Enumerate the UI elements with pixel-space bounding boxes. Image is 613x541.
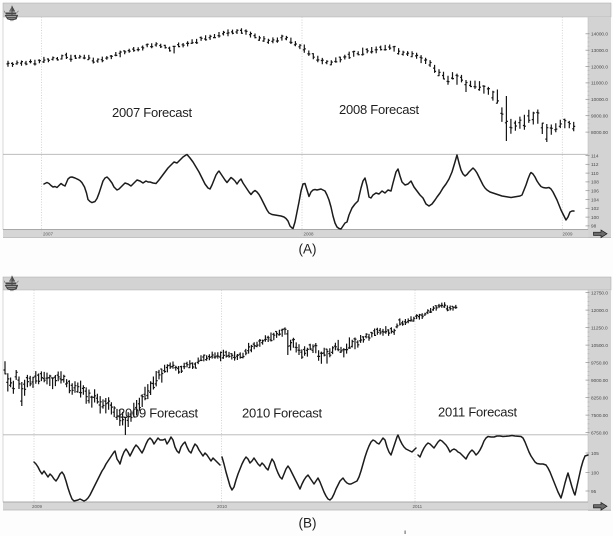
svg-text:114: 114 <box>591 153 599 158</box>
svg-text:2007: 2007 <box>43 232 54 237</box>
svg-text:2008: 2008 <box>304 232 315 237</box>
svg-text:12000.0: 12000.0 <box>591 308 608 313</box>
svg-text:13000.0: 13000.0 <box>591 48 608 53</box>
svg-text:2011: 2011 <box>413 504 423 509</box>
svg-text:11250.0: 11250.0 <box>591 325 608 330</box>
svg-text:14000.0: 14000.0 <box>591 32 608 37</box>
svg-text:2011 Forecast: 2011 Forecast <box>438 405 518 420</box>
svg-text:6750.00: 6750.00 <box>591 430 608 435</box>
svg-text:112: 112 <box>591 162 599 167</box>
svg-text:8250.00: 8250.00 <box>591 395 608 400</box>
svg-text:2009 Forecast: 2009 Forecast <box>118 406 198 421</box>
svg-text:2010 Forecast: 2010 Forecast <box>242 406 322 421</box>
svg-text:108: 108 <box>591 180 599 185</box>
svg-text:2010: 2010 <box>217 504 228 509</box>
svg-text:104: 104 <box>591 197 599 202</box>
svg-text:106: 106 <box>591 189 599 194</box>
svg-text:(A): (A) <box>299 242 317 257</box>
svg-text:102: 102 <box>591 206 599 211</box>
svg-text:105: 105 <box>591 451 599 456</box>
svg-text:7500.00: 7500.00 <box>591 413 608 418</box>
svg-text:12000.0: 12000.0 <box>591 64 608 69</box>
svg-text:100: 100 <box>591 215 599 220</box>
svg-text:110: 110 <box>591 171 599 176</box>
svg-text:12750.0: 12750.0 <box>591 290 608 295</box>
svg-text:10000.0: 10000.0 <box>591 97 608 102</box>
svg-text:100: 100 <box>591 470 599 475</box>
svg-text:2008 Forecast: 2008 Forecast <box>339 102 419 117</box>
svg-text:9000.00: 9000.00 <box>591 378 608 383</box>
svg-text:11000.0: 11000.0 <box>591 81 608 86</box>
svg-text:98: 98 <box>591 224 597 229</box>
svg-text:10500.0: 10500.0 <box>591 343 608 348</box>
svg-text:9000.00: 9000.00 <box>591 114 608 119</box>
svg-text:(B): (B) <box>299 516 317 531</box>
svg-text:9750.00: 9750.00 <box>591 360 608 365</box>
svg-text:95: 95 <box>591 489 597 494</box>
svg-text:2007 Forecast: 2007 Forecast <box>112 105 192 120</box>
svg-text:8000.00: 8000.00 <box>591 130 608 135</box>
svg-text:2009: 2009 <box>32 504 43 509</box>
svg-text:2009: 2009 <box>563 232 574 237</box>
